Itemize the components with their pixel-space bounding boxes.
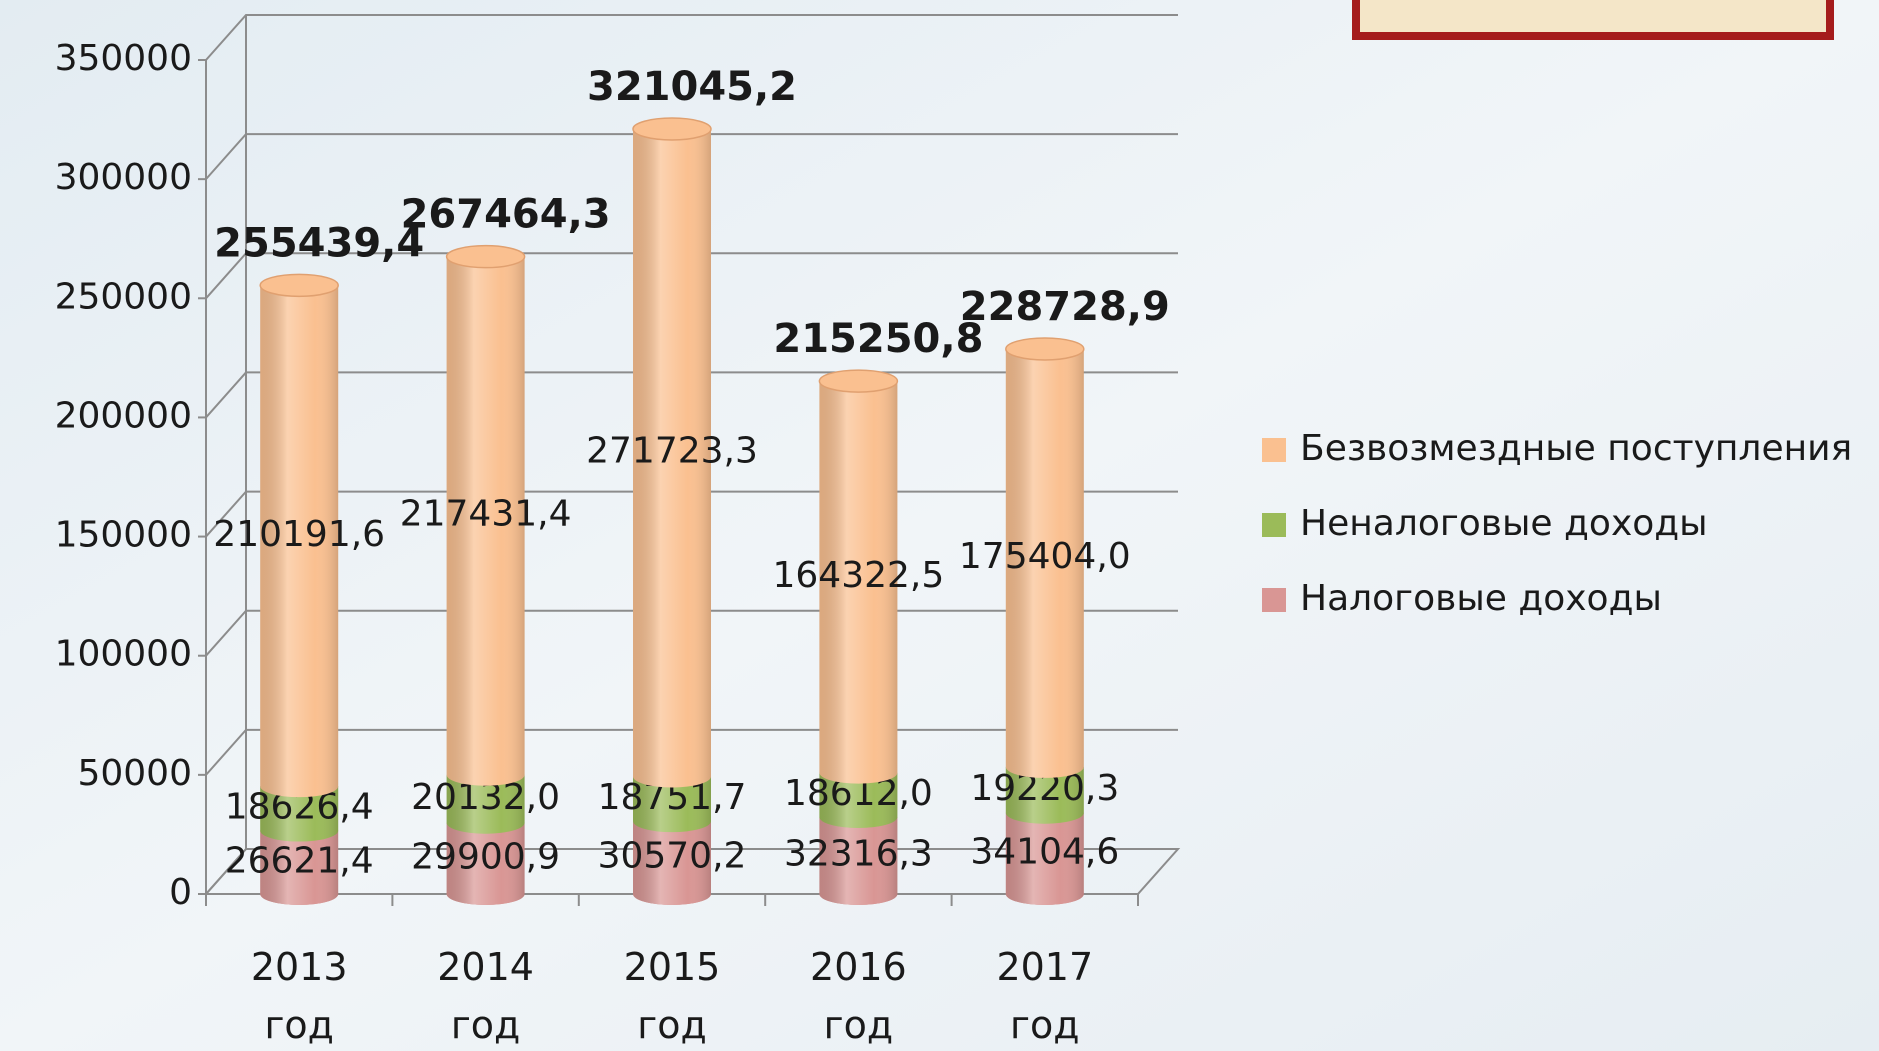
decoration-frame (1356, 0, 1830, 36)
total-label: 267464,3 (401, 192, 611, 238)
data-label: 30570,2 (598, 836, 747, 877)
y-tick-label: 0 (169, 872, 192, 913)
data-label: 175404,0 (959, 536, 1131, 577)
bar-top (260, 274, 338, 296)
legend-label: Неналоговые доходы (1300, 503, 1708, 544)
data-label: 164322,5 (773, 555, 945, 596)
bar-top (447, 246, 525, 268)
legend-label: Налоговые доходы (1300, 578, 1662, 619)
data-label: 210191,6 (213, 514, 385, 555)
y-tick-label: 50000 (77, 753, 192, 794)
legend-swatch (1262, 513, 1286, 537)
y-tick-label: 300000 (55, 157, 192, 198)
y-tick-label: 350000 (55, 38, 192, 79)
legend-label: Безвозмездные поступления (1300, 428, 1852, 469)
bar-top (1006, 338, 1084, 360)
total-label: 215250,8 (773, 316, 983, 362)
legend-swatch (1262, 588, 1286, 612)
total-label: 255439,4 (214, 220, 424, 266)
data-label: 217431,4 (400, 494, 572, 535)
data-label: 34104,6 (970, 831, 1119, 872)
data-label: 271723,3 (586, 431, 758, 472)
bar-top (633, 118, 711, 140)
y-tick-label: 150000 (55, 515, 192, 556)
y-tick-label: 250000 (55, 276, 192, 317)
bar-top (819, 370, 897, 392)
data-label: 29900,9 (411, 836, 560, 877)
legend-swatch (1262, 438, 1286, 462)
total-label: 321045,2 (587, 64, 797, 110)
total-label: 228728,9 (960, 284, 1170, 330)
y-tick-label: 100000 (55, 634, 192, 675)
y-tick-label: 200000 (55, 395, 192, 436)
data-label: 32316,3 (784, 833, 933, 874)
chart: 0 50000 100000 150000 200000 250000 300000 3500… (0, 0, 1879, 1051)
data-label: 26621,4 (225, 840, 374, 881)
